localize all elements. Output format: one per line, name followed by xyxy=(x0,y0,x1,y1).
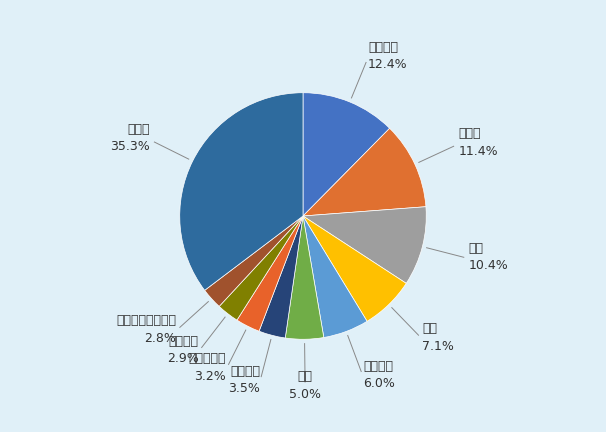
Wedge shape xyxy=(180,93,303,290)
Text: 7.1%: 7.1% xyxy=(422,340,454,353)
Text: 35.3%: 35.3% xyxy=(110,140,150,153)
Text: 2.8%: 2.8% xyxy=(144,331,176,345)
Wedge shape xyxy=(285,216,324,339)
Text: 3.5%: 3.5% xyxy=(228,382,260,395)
Text: 香港: 香港 xyxy=(298,371,313,384)
Text: ドイツ: ドイツ xyxy=(458,127,481,140)
Wedge shape xyxy=(205,216,303,306)
Text: 6.0%: 6.0% xyxy=(363,377,395,390)
Text: 10.4%: 10.4% xyxy=(469,259,508,272)
Text: 11.4%: 11.4% xyxy=(458,145,498,158)
Text: ポーランド: ポーランド xyxy=(188,353,226,365)
Text: ベルギー: ベルギー xyxy=(168,335,199,348)
Text: オランダ: オランダ xyxy=(230,365,260,378)
Wedge shape xyxy=(219,216,303,320)
Text: 英国: 英国 xyxy=(422,322,437,335)
Text: 3.2%: 3.2% xyxy=(195,370,226,383)
Text: 12.4%: 12.4% xyxy=(368,58,408,71)
Wedge shape xyxy=(303,207,426,283)
Wedge shape xyxy=(303,128,426,216)
Text: 米国: 米国 xyxy=(469,242,484,255)
Wedge shape xyxy=(237,216,303,331)
Text: フランス: フランス xyxy=(368,41,398,54)
Wedge shape xyxy=(259,216,303,338)
Text: 5.0%: 5.0% xyxy=(289,388,321,401)
Wedge shape xyxy=(303,216,406,321)
Wedge shape xyxy=(303,93,390,216)
Text: アラブ首長国連邦: アラブ首長国連邦 xyxy=(116,314,176,327)
Text: スペイン: スペイン xyxy=(363,359,393,373)
Text: その他: その他 xyxy=(127,123,150,136)
Wedge shape xyxy=(303,216,367,337)
Text: 2.9%: 2.9% xyxy=(167,353,199,365)
